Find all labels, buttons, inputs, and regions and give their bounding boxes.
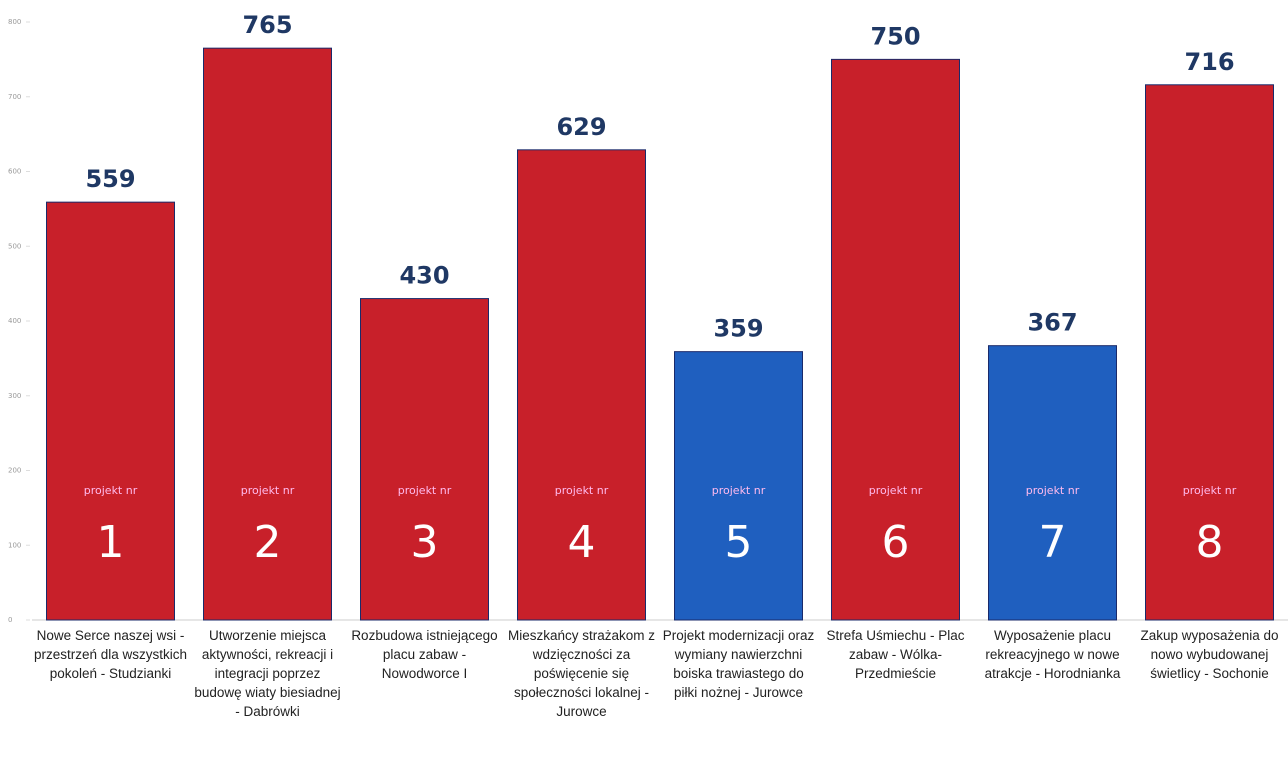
bar-number: 8 — [1196, 517, 1224, 568]
bar-number: 2 — [254, 517, 282, 568]
bar-number: 5 — [725, 517, 753, 568]
value-label: 629 — [556, 113, 606, 141]
y-tick-label: 400 — [8, 317, 21, 325]
x-tick-label: Projekt modernizacji oraz wymiany nawier… — [662, 628, 815, 700]
bar — [203, 47, 332, 621]
value-label: 367 — [1027, 309, 1077, 337]
bar-prefix: projekt nr — [398, 484, 452, 497]
x-tick-label: Zakup wyposażenia do nowo wybudowanej św… — [1140, 628, 1279, 681]
bar-number: 7 — [1039, 517, 1067, 568]
x-tick-label: Strefa Uśmiechu - Plac zabaw - Wólka-Prz… — [826, 628, 965, 681]
y-tick-label: 700 — [8, 93, 21, 101]
bar-prefix: projekt nr — [1026, 484, 1080, 497]
x-tick-label: Mieszkańcy strażakom z wdzięczności za p… — [507, 628, 656, 719]
y-tick-label: 100 — [8, 541, 21, 549]
bar-prefix: projekt nr — [555, 484, 609, 497]
x-tick-label: Wyposażenie placu rekreacyjnego w nowe a… — [984, 628, 1121, 681]
bar-number: 6 — [882, 517, 910, 568]
bar — [831, 58, 960, 621]
y-tick-label: 500 — [8, 242, 21, 250]
y-tick-label: 600 — [8, 168, 21, 176]
x-tick-label: Rozbudowa istniejącego placu zabaw - Now… — [351, 628, 498, 681]
value-label: 559 — [85, 165, 135, 193]
value-label: 430 — [399, 262, 449, 290]
bar — [517, 149, 646, 621]
bar-number: 4 — [568, 517, 596, 568]
value-label: 750 — [870, 22, 920, 50]
x-tick-label: Utworzenie miejsca aktywności, rekreacji… — [194, 628, 341, 719]
bar-prefix: projekt nr — [241, 484, 295, 497]
y-tick-label: 800 — [8, 18, 21, 26]
bar — [1145, 84, 1274, 621]
bar — [46, 201, 175, 621]
bar-prefix: projekt nr — [712, 484, 766, 497]
value-label: 359 — [713, 315, 763, 343]
bar-prefix: projekt nr — [1183, 484, 1237, 497]
x-tick-label: Nowe Serce naszej wsi - przestrzeń dla w… — [33, 628, 188, 681]
bar-prefix: projekt nr — [84, 484, 138, 497]
bar — [988, 345, 1117, 621]
y-tick-label: 200 — [8, 467, 21, 475]
y-tick-label: 0 — [8, 616, 12, 624]
value-label: 716 — [1184, 48, 1234, 76]
y-tick-label: 300 — [8, 392, 21, 400]
bar — [360, 298, 489, 621]
bar-number: 3 — [411, 517, 439, 568]
bar-number: 1 — [97, 517, 125, 568]
value-label: 765 — [242, 11, 292, 39]
bar-prefix: projekt nr — [869, 484, 923, 497]
bar — [674, 351, 803, 621]
